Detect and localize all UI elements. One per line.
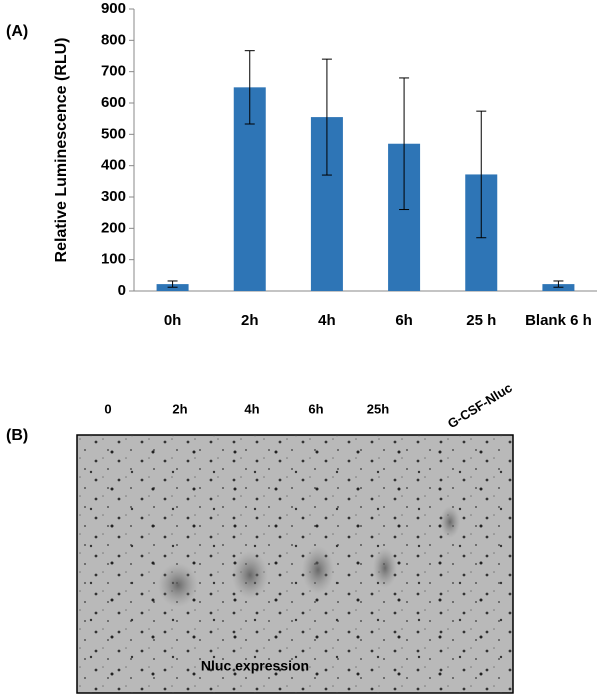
y-axis-title: Relative Luminescence (RLU) bbox=[53, 38, 70, 263]
y-tick-label: 400 bbox=[101, 157, 126, 174]
y-tick-label: 800 bbox=[101, 31, 126, 48]
gel-band bbox=[440, 506, 460, 538]
y-tick-label: 300 bbox=[101, 188, 126, 205]
lane-labels: 0 2h 4h 6h 25h G-CSF-Nluc bbox=[104, 380, 514, 431]
lane-label: 6h bbox=[308, 401, 323, 416]
lane-label: 25h bbox=[367, 401, 389, 416]
y-tick-label: 0 bbox=[118, 282, 126, 299]
gel-band bbox=[302, 546, 334, 594]
gel-band bbox=[158, 563, 198, 607]
y-tick-label: 900 bbox=[101, 0, 126, 17]
y-tick-label: 700 bbox=[101, 63, 126, 80]
lane-label: 4h bbox=[244, 401, 259, 416]
x-tick-label: 0h bbox=[164, 312, 182, 329]
lane-label: 2h bbox=[172, 401, 187, 416]
y-tick-label: 500 bbox=[101, 125, 126, 142]
gel-band bbox=[232, 551, 268, 599]
gel-image bbox=[76, 434, 514, 694]
x-tick-label: 4h bbox=[318, 312, 336, 329]
panel-label: (A) bbox=[6, 23, 28, 40]
lane-label: 0 bbox=[104, 401, 111, 416]
x-tick-label: Blank 6 h bbox=[525, 312, 592, 329]
gel-caption: Nluc expression bbox=[201, 658, 309, 674]
plot-area: 0 100 200 300 400 500 600 700 800 900 0h 2h 4h 6h 25 h… bbox=[101, 0, 597, 329]
y-tick-label: 600 bbox=[101, 94, 126, 111]
x-tick-label: 2h bbox=[241, 312, 259, 329]
x-tick-label: 25 h bbox=[466, 312, 496, 329]
lane-label: G-CSF-Nluc bbox=[445, 380, 515, 431]
gel-band bbox=[373, 548, 397, 588]
y-tick-label: 200 bbox=[101, 219, 126, 236]
gel-speckle bbox=[77, 435, 513, 693]
x-tick-label: 6h bbox=[395, 312, 413, 329]
panel-label: (B) bbox=[6, 427, 28, 444]
y-tick-label: 100 bbox=[101, 251, 126, 268]
